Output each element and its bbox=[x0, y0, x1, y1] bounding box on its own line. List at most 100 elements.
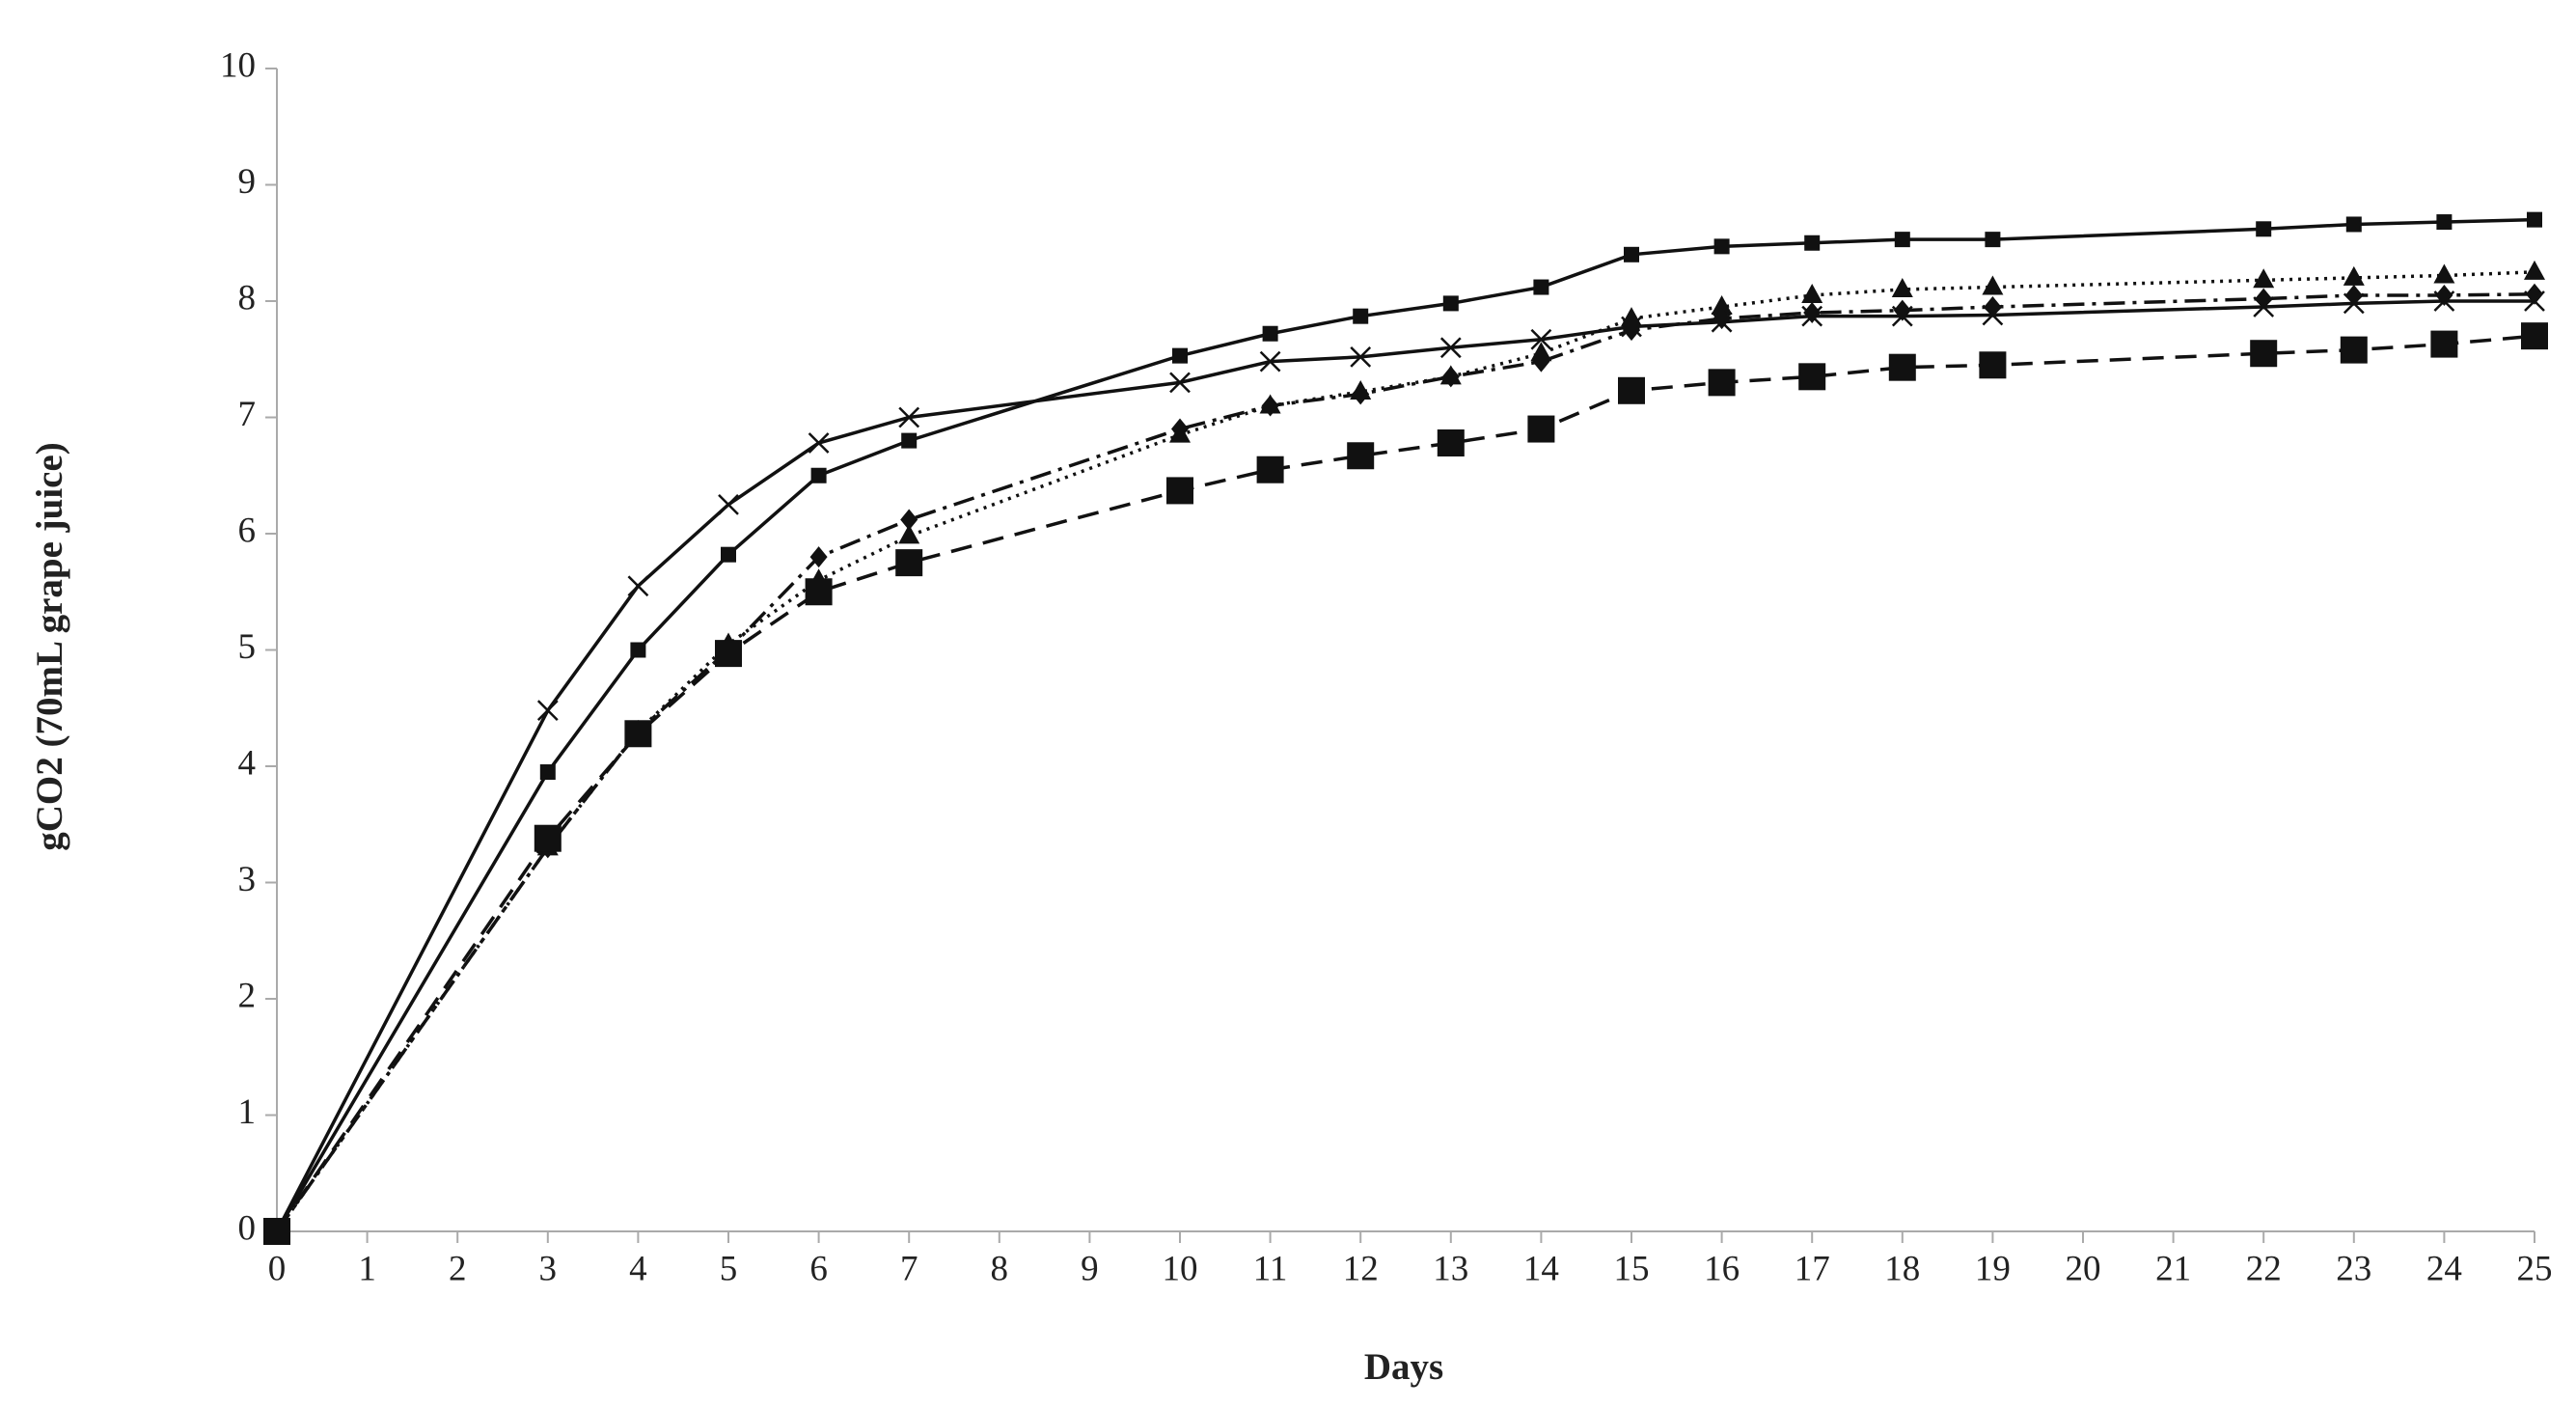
x-tick-label: 3 bbox=[539, 1249, 558, 1288]
marker bbox=[1801, 283, 1823, 303]
x-axis-title: Days bbox=[1364, 1346, 1443, 1388]
marker bbox=[1984, 296, 2002, 318]
marker bbox=[1893, 299, 1911, 321]
marker bbox=[1624, 246, 1639, 262]
marker bbox=[1256, 456, 1284, 483]
marker bbox=[1262, 325, 1278, 342]
marker bbox=[1442, 295, 1459, 312]
y-tick-label: 1 bbox=[238, 1092, 257, 1132]
y-tick-label: 5 bbox=[238, 627, 257, 667]
x-tick-label: 10 bbox=[1163, 1249, 1198, 1288]
marker bbox=[2250, 340, 2278, 368]
y-tick-label: 7 bbox=[238, 395, 257, 434]
marker bbox=[2430, 330, 2458, 358]
marker bbox=[539, 764, 556, 781]
marker bbox=[1441, 366, 1460, 388]
marker bbox=[810, 467, 827, 483]
x-tick-label: 18 bbox=[1884, 1249, 1920, 1288]
marker bbox=[1171, 418, 1189, 440]
marker bbox=[1711, 295, 1733, 316]
x-tick-label: 19 bbox=[1975, 1249, 2011, 1288]
marker bbox=[805, 578, 833, 606]
marker bbox=[1623, 319, 1640, 342]
series-line bbox=[275, 217, 2535, 1232]
x-tick-label: 20 bbox=[2066, 1249, 2101, 1288]
marker bbox=[895, 549, 923, 577]
marker bbox=[898, 524, 920, 544]
marker bbox=[1621, 307, 1642, 327]
marker bbox=[2521, 322, 2548, 350]
marker bbox=[1527, 415, 1555, 443]
x-tick-label: 7 bbox=[900, 1249, 918, 1288]
y-axis-title: gCO2 (70mL grape juice) bbox=[29, 442, 70, 851]
marker bbox=[1888, 353, 1916, 381]
marker bbox=[1532, 350, 1550, 373]
marker bbox=[1894, 232, 1910, 248]
y-tick-label: 8 bbox=[238, 278, 257, 317]
marker bbox=[809, 546, 828, 568]
y-tick-label: 0 bbox=[238, 1208, 257, 1248]
marker bbox=[1708, 369, 1736, 397]
marker bbox=[1259, 350, 1281, 373]
marker bbox=[2343, 265, 2365, 286]
marker bbox=[1798, 363, 1826, 391]
marker bbox=[1533, 279, 1549, 295]
marker bbox=[1982, 275, 2004, 295]
marker bbox=[1979, 351, 2007, 379]
x-tick-label: 5 bbox=[720, 1249, 738, 1288]
marker bbox=[2524, 260, 2545, 280]
x-tick-label: 8 bbox=[991, 1249, 1009, 1288]
marker bbox=[721, 546, 736, 563]
x-tick-label: 23 bbox=[2336, 1249, 2371, 1288]
marker bbox=[2256, 221, 2272, 237]
x-tick-label: 17 bbox=[1795, 1249, 1830, 1288]
marker bbox=[2435, 284, 2453, 306]
marker bbox=[1172, 347, 1188, 364]
marker bbox=[1618, 376, 1645, 404]
marker bbox=[1804, 235, 1821, 251]
y-tick-label: 10 bbox=[220, 45, 256, 85]
marker bbox=[624, 720, 652, 748]
marker bbox=[2345, 216, 2362, 233]
x-tick-label: 1 bbox=[358, 1249, 376, 1288]
marker bbox=[2527, 211, 2542, 228]
x-tick-label: 2 bbox=[449, 1249, 467, 1288]
marker bbox=[900, 509, 918, 531]
x-tick-label: 11 bbox=[1253, 1249, 1288, 1288]
marker bbox=[2433, 263, 2455, 284]
marker bbox=[808, 432, 830, 454]
marker bbox=[536, 700, 559, 722]
marker bbox=[2436, 214, 2453, 231]
marker bbox=[1169, 372, 1191, 394]
series-line bbox=[275, 292, 2535, 1233]
x-tick-label: 4 bbox=[629, 1249, 647, 1288]
marker bbox=[2526, 283, 2543, 305]
y-tick-label: 2 bbox=[238, 976, 257, 1015]
marker bbox=[718, 493, 739, 515]
x-tick-label: 9 bbox=[1081, 1249, 1099, 1288]
marker bbox=[2340, 336, 2368, 364]
x-tick-label: 13 bbox=[1433, 1249, 1468, 1288]
x-tick-label: 21 bbox=[2155, 1249, 2191, 1288]
y-tick-label: 6 bbox=[238, 511, 257, 550]
marker bbox=[1350, 345, 1372, 368]
marker bbox=[1439, 337, 1462, 359]
y-tick-label: 9 bbox=[238, 162, 257, 202]
marker bbox=[1803, 302, 1822, 324]
x-tick-label: 6 bbox=[809, 1249, 828, 1288]
y-tick-label: 4 bbox=[238, 743, 257, 783]
x-tick-label: 25 bbox=[2517, 1249, 2553, 1288]
marker bbox=[898, 406, 920, 428]
series-line bbox=[275, 334, 2535, 1232]
marker bbox=[1353, 308, 1369, 324]
marker bbox=[1713, 238, 1730, 255]
x-tick-label: 12 bbox=[1343, 1249, 1379, 1288]
marker bbox=[534, 824, 562, 852]
marker bbox=[1530, 328, 1552, 350]
marker bbox=[1347, 442, 1375, 470]
x-tick-label: 15 bbox=[1614, 1249, 1650, 1288]
marker bbox=[901, 432, 918, 449]
